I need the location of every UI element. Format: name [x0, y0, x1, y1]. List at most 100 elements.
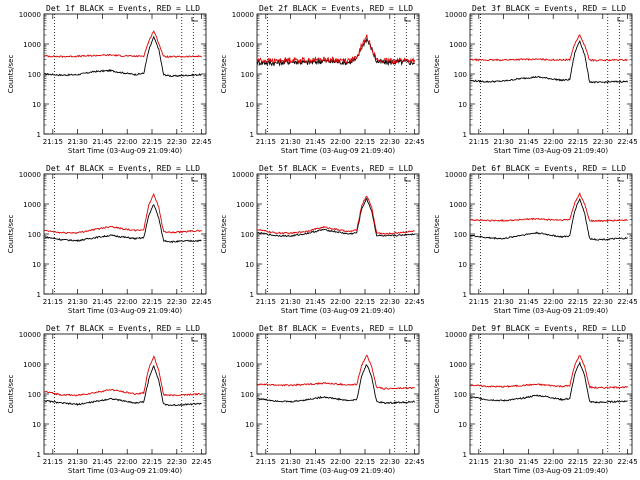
y-axis-label: Counts/sec [433, 55, 441, 94]
x-tick-label: 21:45 [518, 138, 538, 146]
y-tick-label: 1 [250, 451, 254, 459]
series-line-lld [470, 192, 628, 223]
x-tick-label: 22:45 [404, 458, 424, 466]
x-axis-label: Start Time (03-Aug-09 21:09:40) [68, 307, 182, 315]
y-tick-label: 10 [458, 101, 467, 109]
series-line-lld [44, 30, 202, 58]
y-tick-label: 1000 [236, 361, 254, 369]
legend-icon [191, 337, 198, 342]
y-tick-label: 10000 [232, 331, 254, 339]
y-tick-label: 10 [245, 101, 254, 109]
x-tick-label: 22:00 [330, 458, 350, 466]
y-tick-label: 1000 [449, 361, 467, 369]
series-line-lld [470, 34, 628, 62]
chart-title: Det 5f BLACK = Events, RED = LLD [259, 164, 413, 173]
legend-icon [191, 177, 198, 182]
series-line-lld [257, 354, 415, 390]
x-axis-label: Start Time (03-Aug-09 21:09:40) [494, 307, 608, 315]
x-tick-label: 21:45 [92, 458, 112, 466]
y-tick-label: 100 [454, 71, 467, 79]
x-tick-label: 22:30 [593, 138, 613, 146]
x-tick-label: 22:45 [404, 138, 424, 146]
y-axis-label: Counts/sec [220, 375, 228, 414]
x-tick-label: 22:45 [617, 458, 637, 466]
x-tick-label: 22:00 [117, 458, 137, 466]
y-tick-label: 1 [463, 291, 467, 299]
chart-title: Det 4f BLACK = Events, RED = LLD [46, 164, 200, 173]
series-line-events [257, 364, 415, 405]
chart-title: Det 8f BLACK = Events, RED = LLD [259, 324, 413, 333]
plot-panel: Det 2f BLACK = Events, RED = LLD 1 10 100 10… [220, 4, 425, 155]
plot-panel: Det 1f BLACK = Events, RED = LLD 1 10 100 10… [7, 4, 212, 155]
x-tick-label: 22:30 [593, 298, 613, 306]
x-tick-label: 21:45 [305, 298, 325, 306]
plot-panel: Det 4f BLACK = Events, RED = LLD 1 10 100 10… [7, 164, 212, 315]
series-line-lld [257, 34, 416, 65]
x-tick-label: 21:15 [43, 298, 63, 306]
y-tick-label: 100 [241, 231, 254, 239]
chart-title: Det 7f BLACK = Events, RED = LLD [46, 324, 200, 333]
y-axis-label: Counts/sec [7, 55, 15, 94]
x-axis-label: Start Time (03-Aug-09 21:09:40) [281, 147, 395, 155]
plot-panel: Det 8f BLACK = Events, RED = LLD 1 10 100 10… [220, 324, 425, 475]
x-tick-label: 21:45 [92, 298, 112, 306]
y-tick-label: 1 [37, 291, 41, 299]
x-tick-label: 22:45 [617, 138, 637, 146]
y-axis-label: Counts/sec [7, 375, 15, 414]
x-tick-label: 22:30 [380, 138, 400, 146]
y-axis-label: Counts/sec [7, 215, 15, 254]
x-tick-label: 21:30 [68, 298, 88, 306]
x-tick-label: 22:15 [142, 138, 162, 146]
legend-icon [404, 17, 411, 22]
x-tick-label: 21:15 [469, 138, 489, 146]
series-line-events [470, 361, 628, 404]
y-tick-label: 1000 [449, 41, 467, 49]
x-tick-label: 22:30 [380, 298, 400, 306]
x-tick-label: 21:30 [68, 458, 88, 466]
legend-icon [617, 337, 624, 342]
plot-panel: Det 6f BLACK = Events, RED = LLD 1 10 100 10… [433, 164, 638, 315]
y-tick-label: 10 [245, 421, 254, 429]
x-tick-label: 21:30 [494, 298, 514, 306]
legend-icon [191, 17, 198, 22]
series-line-lld [44, 355, 202, 397]
y-tick-label: 10000 [445, 331, 467, 339]
y-tick-label: 10000 [445, 171, 467, 179]
y-tick-label: 1000 [23, 361, 41, 369]
x-tick-label: 21:45 [92, 138, 112, 146]
series-line-events [470, 40, 628, 84]
y-tick-label: 1000 [23, 41, 41, 49]
x-tick-label: 22:30 [593, 458, 613, 466]
y-tick-label: 100 [28, 391, 41, 399]
x-tick-label: 22:15 [568, 138, 588, 146]
series-line-events [44, 364, 202, 407]
x-tick-label: 21:15 [43, 138, 63, 146]
x-tick-label: 21:15 [43, 458, 63, 466]
x-tick-label: 21:45 [518, 458, 538, 466]
x-tick-label: 21:45 [305, 138, 325, 146]
x-tick-label: 22:15 [355, 458, 375, 466]
legend-icon [404, 337, 411, 342]
y-tick-label: 1000 [449, 201, 467, 209]
y-tick-label: 100 [28, 71, 41, 79]
x-tick-label: 22:00 [330, 298, 350, 306]
x-tick-label: 21:30 [494, 458, 514, 466]
y-tick-label: 1 [37, 451, 41, 459]
x-tick-label: 22:15 [142, 458, 162, 466]
y-tick-label: 1000 [236, 41, 254, 49]
series-line-lld [257, 195, 415, 235]
chart-title: Det 9f BLACK = Events, RED = LLD [472, 324, 626, 333]
x-tick-label: 22:15 [568, 458, 588, 466]
y-tick-label: 10 [32, 261, 41, 269]
y-tick-label: 100 [241, 391, 254, 399]
y-tick-label: 1000 [23, 201, 41, 209]
x-tick-label: 22:00 [543, 458, 563, 466]
x-tick-label: 22:15 [355, 138, 375, 146]
x-axis-label: Start Time (03-Aug-09 21:09:40) [68, 467, 182, 475]
x-tick-label: 22:15 [355, 298, 375, 306]
series-line-events [44, 35, 202, 78]
plot-panel: Det 3f BLACK = Events, RED = LLD 1 10 100 10… [433, 4, 638, 155]
y-tick-label: 1 [463, 451, 467, 459]
y-tick-label: 10000 [232, 171, 254, 179]
